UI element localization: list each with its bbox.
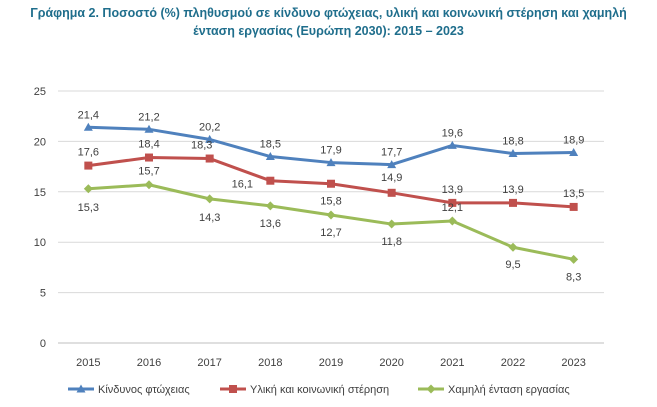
grid [58, 90, 604, 294]
data-point [509, 198, 517, 207]
x-tick-label: 2020 [379, 357, 403, 369]
data-label: 18,9 [563, 134, 584, 146]
data-label: 13,9 [442, 184, 463, 196]
y-tick-label: 20 [34, 136, 46, 148]
data-point [205, 194, 215, 204]
data-label: 21,2 [138, 111, 159, 123]
data-label: 17,6 [78, 147, 99, 159]
legend-item: Υλική και κοινωνική στέρηση [220, 384, 389, 396]
series-group [83, 122, 579, 264]
data-point [205, 154, 214, 163]
series-poverty-risk [83, 122, 579, 169]
data-point [326, 210, 336, 220]
data-point [569, 147, 579, 156]
data-label: 15,7 [138, 166, 159, 178]
legend-marker [76, 384, 86, 393]
data-label: 17,7 [381, 147, 402, 159]
data-point [508, 148, 518, 157]
data-label: 9,5 [505, 259, 520, 271]
data-label: 18,5 [260, 139, 281, 151]
series-low-work-intensity [83, 180, 579, 264]
legend-item: Χαμηλή ένταση εργασίας [418, 384, 570, 396]
axes: 0 5 10 15 20 25 2015 2016 2017 2018 2019 2020 2021 20… [34, 86, 604, 369]
data-label: 19,6 [442, 127, 463, 139]
chart-title: Γράφημα 2. Ποσοστό (%) πληθυσμού σε κίνδ… [0, 4, 657, 40]
data-label: 18,3 [191, 140, 212, 152]
data-label: 15,3 [78, 202, 99, 214]
x-tick-label: 2017 [197, 357, 221, 369]
series-material-deprivation [84, 153, 578, 211]
x-tick-label: 2022 [501, 357, 525, 369]
legend-label: Κίνδυνος φτώχειας [98, 384, 190, 396]
data-label: 14,3 [199, 212, 220, 224]
data-label: 17,9 [320, 145, 341, 157]
data-label: 20,2 [199, 121, 220, 133]
data-point [387, 219, 397, 229]
y-tick-label: 5 [40, 288, 46, 300]
data-point [265, 201, 275, 211]
x-tick-label: 2019 [319, 357, 343, 369]
data-label: 8,3 [566, 271, 581, 283]
data-label: 12,1 [442, 202, 463, 214]
data-label: 18,4 [138, 139, 159, 151]
data-point [447, 140, 457, 149]
legend-item: Κίνδυνος φτώχειας [68, 384, 190, 396]
chart-title-line-1: Γράφημα 2. Ποσοστό (%) πληθυσμού σε κίνδ… [30, 6, 627, 20]
data-label: 12,7 [320, 227, 341, 239]
data-point [569, 202, 578, 211]
y-tick-label: 10 [34, 237, 46, 249]
data-point [84, 161, 93, 170]
data-label: 15,8 [320, 196, 341, 208]
data-label: 14,9 [381, 172, 402, 184]
data-point [265, 152, 275, 161]
data-point [144, 124, 154, 133]
data-label: 21,4 [78, 109, 99, 121]
data-point [144, 180, 154, 190]
data-label: 18,8 [502, 135, 523, 147]
data-label: 13,9 [502, 184, 523, 196]
x-tick-label: 2023 [561, 357, 585, 369]
data-labels: 21,4 21,2 20,2 18,5 17,9 17,7 19,6 18,8 18,9 17,6… [78, 109, 585, 283]
legend: Κίνδυνος φτώχειας Υλική και κοινωνική στέ… [68, 384, 570, 396]
x-tick-label: 2018 [258, 357, 282, 369]
data-point [266, 176, 275, 185]
data-point [326, 158, 336, 167]
data-point [569, 254, 579, 264]
x-tick-label: 2021 [440, 357, 464, 369]
data-label: 16,1 [232, 179, 253, 191]
chart-title-line-2: ένταση εργασίας (Ευρώπη 2030): 2015 – 20… [193, 24, 464, 38]
data-point [83, 184, 93, 194]
data-point [145, 153, 153, 162]
data-label: 11,8 [381, 236, 402, 248]
y-tick-label: 15 [34, 187, 46, 199]
data-point [448, 198, 457, 207]
legend-label: Χαμηλή ένταση εργασίας [448, 384, 570, 396]
x-tick-label: 2015 [76, 357, 100, 369]
data-point [205, 134, 215, 143]
legend-marker [426, 384, 436, 394]
data-label: 13,6 [260, 218, 281, 230]
y-tick-label: 25 [34, 86, 46, 98]
data-label: 13,5 [563, 188, 584, 200]
legend-label: Υλική και κοινωνική στέρηση [250, 384, 389, 396]
data-point [83, 122, 93, 131]
data-point [447, 216, 457, 226]
x-tick-label: 2016 [137, 357, 161, 369]
data-point [387, 160, 397, 169]
legend-marker [229, 385, 237, 393]
y-tick-label: 0 [40, 338, 46, 350]
data-point [327, 179, 335, 188]
data-point [508, 242, 518, 252]
data-point [387, 188, 396, 197]
